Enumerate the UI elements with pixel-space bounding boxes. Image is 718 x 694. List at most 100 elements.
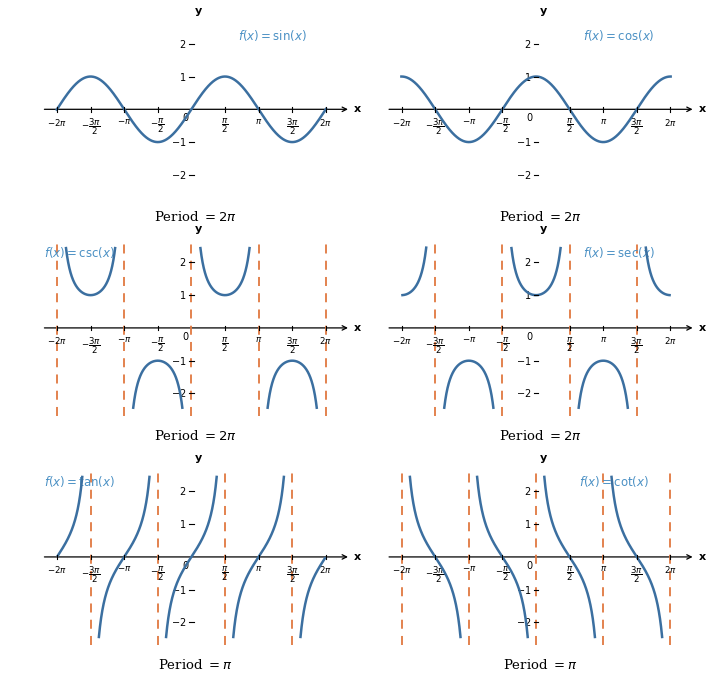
Text: $-2\pi$: $-2\pi$	[47, 117, 67, 128]
Text: $-1$: $-1$	[516, 355, 531, 366]
Text: $2$: $2$	[180, 485, 187, 498]
Text: $1$: $1$	[180, 289, 187, 301]
Text: $\mathbf{y}$: $\mathbf{y}$	[194, 453, 203, 465]
Text: $-\dfrac{3\pi}{2}$: $-\dfrac{3\pi}{2}$	[425, 117, 445, 137]
Text: $-2$: $-2$	[516, 387, 531, 400]
Text: $\pi$: $\pi$	[255, 117, 262, 126]
Text: $-\pi$: $-\pi$	[462, 564, 476, 573]
Text: $\mathbf{x}$: $\mathbf{x}$	[353, 552, 362, 562]
Text: $-2$: $-2$	[172, 169, 187, 181]
Text: $\dfrac{3\pi}{2}$: $\dfrac{3\pi}{2}$	[286, 564, 299, 585]
Text: $f(x) = \sec(x)$: $f(x) = \sec(x)$	[583, 246, 655, 260]
Text: $f(x) = \sin(x)$: $f(x) = \sin(x)$	[238, 28, 307, 44]
Text: Period $= \pi$: Period $= \pi$	[159, 658, 233, 672]
Text: $-\dfrac{3\pi}{2}$: $-\dfrac{3\pi}{2}$	[425, 335, 445, 356]
Text: $-2\pi$: $-2\pi$	[391, 564, 411, 575]
Text: $-1$: $-1$	[172, 584, 187, 595]
Text: $\mathbf{x}$: $\mathbf{x}$	[697, 323, 707, 333]
Text: $1$: $1$	[524, 71, 531, 83]
Text: $-\dfrac{\pi}{2}$: $-\dfrac{\pi}{2}$	[150, 335, 165, 354]
Text: $1$: $1$	[524, 518, 531, 530]
Text: $\dfrac{\pi}{2}$: $\dfrac{\pi}{2}$	[221, 564, 229, 583]
Text: $1$: $1$	[524, 289, 531, 301]
Text: $f(x) = \cot(x)$: $f(x) = \cot(x)$	[579, 475, 649, 489]
Text: Period $= 2\pi$: Period $= 2\pi$	[499, 429, 582, 443]
Text: 0: 0	[182, 113, 188, 124]
Text: $\dfrac{\pi}{2}$: $\dfrac{\pi}{2}$	[221, 117, 229, 135]
Text: $-2\pi$: $-2\pi$	[47, 335, 67, 346]
Text: $-\dfrac{\pi}{2}$: $-\dfrac{\pi}{2}$	[495, 335, 510, 354]
Text: $-1$: $-1$	[516, 136, 531, 148]
Text: 0: 0	[527, 332, 533, 342]
Text: $\mathbf{x}$: $\mathbf{x}$	[697, 104, 707, 115]
Text: $\dfrac{\pi}{2}$: $\dfrac{\pi}{2}$	[221, 335, 229, 354]
Text: $\mathbf{y}$: $\mathbf{y}$	[538, 453, 548, 465]
Text: $\dfrac{3\pi}{2}$: $\dfrac{3\pi}{2}$	[630, 335, 643, 356]
Text: $2$: $2$	[524, 37, 531, 50]
Text: $\dfrac{3\pi}{2}$: $\dfrac{3\pi}{2}$	[630, 117, 643, 137]
Text: $2$: $2$	[180, 37, 187, 50]
Text: $2\pi$: $2\pi$	[664, 117, 677, 128]
Text: $\dfrac{3\pi}{2}$: $\dfrac{3\pi}{2}$	[286, 335, 299, 356]
Text: $-\pi$: $-\pi$	[462, 335, 476, 344]
Text: $-\dfrac{\pi}{2}$: $-\dfrac{\pi}{2}$	[150, 117, 165, 135]
Text: Period $= 2\pi$: Period $= 2\pi$	[154, 210, 237, 224]
Text: 0: 0	[182, 561, 188, 571]
Text: $1$: $1$	[180, 71, 187, 83]
Text: $\mathbf{y}$: $\mathbf{y}$	[538, 224, 548, 236]
Text: $\pi$: $\pi$	[600, 564, 607, 573]
Text: $-2$: $-2$	[516, 169, 531, 181]
Text: $\mathbf{x}$: $\mathbf{x}$	[697, 552, 707, 562]
Text: $f(x) = \tan(x)$: $f(x) = \tan(x)$	[44, 475, 115, 489]
Text: $f(x) = \cos(x)$: $f(x) = \cos(x)$	[583, 28, 655, 44]
Text: $1$: $1$	[180, 518, 187, 530]
Text: $-\dfrac{3\pi}{2}$: $-\dfrac{3\pi}{2}$	[80, 335, 101, 356]
Text: $2\pi$: $2\pi$	[320, 335, 332, 346]
Text: $-\dfrac{\pi}{2}$: $-\dfrac{\pi}{2}$	[150, 564, 165, 583]
Text: $2\pi$: $2\pi$	[320, 564, 332, 575]
Text: $-1$: $-1$	[516, 584, 531, 595]
Text: $2\pi$: $2\pi$	[664, 335, 677, 346]
Text: $-2$: $-2$	[172, 387, 187, 400]
Text: Period $= \pi$: Period $= \pi$	[503, 658, 577, 672]
Text: $\mathbf{x}$: $\mathbf{x}$	[353, 323, 362, 333]
Text: $-\pi$: $-\pi$	[117, 564, 131, 573]
Text: $2$: $2$	[524, 256, 531, 269]
Text: $\mathbf{y}$: $\mathbf{y}$	[538, 6, 548, 17]
Text: $2$: $2$	[180, 256, 187, 269]
Text: $-\dfrac{3\pi}{2}$: $-\dfrac{3\pi}{2}$	[80, 564, 101, 585]
Text: $-2\pi$: $-2\pi$	[47, 564, 67, 575]
Text: $\mathbf{y}$: $\mathbf{y}$	[194, 6, 203, 17]
Text: $\dfrac{\pi}{2}$: $\dfrac{\pi}{2}$	[566, 335, 574, 354]
Text: $2\pi$: $2\pi$	[320, 117, 332, 128]
Text: $2\pi$: $2\pi$	[664, 564, 677, 575]
Text: 0: 0	[527, 561, 533, 571]
Text: $\pi$: $\pi$	[255, 564, 262, 573]
Text: $-2\pi$: $-2\pi$	[391, 117, 411, 128]
Text: $\dfrac{\pi}{2}$: $\dfrac{\pi}{2}$	[566, 564, 574, 583]
Text: $-1$: $-1$	[172, 136, 187, 148]
Text: $-\pi$: $-\pi$	[117, 335, 131, 344]
Text: 0: 0	[527, 113, 533, 124]
Text: $-\dfrac{3\pi}{2}$: $-\dfrac{3\pi}{2}$	[80, 117, 101, 137]
Text: $-2\pi$: $-2\pi$	[391, 335, 411, 346]
Text: $-\dfrac{\pi}{2}$: $-\dfrac{\pi}{2}$	[495, 117, 510, 135]
Text: $\pi$: $\pi$	[600, 117, 607, 126]
Text: $f(x) = \csc(x)$: $f(x) = \csc(x)$	[44, 246, 115, 260]
Text: $-\dfrac{\pi}{2}$: $-\dfrac{\pi}{2}$	[495, 564, 510, 583]
Text: Period $= 2\pi$: Period $= 2\pi$	[154, 429, 237, 443]
Text: $\pi$: $\pi$	[255, 335, 262, 344]
Text: 0: 0	[182, 332, 188, 342]
Text: $-\pi$: $-\pi$	[462, 117, 476, 126]
Text: $\dfrac{3\pi}{2}$: $\dfrac{3\pi}{2}$	[286, 117, 299, 137]
Text: $-1$: $-1$	[172, 355, 187, 366]
Text: $-2$: $-2$	[172, 616, 187, 629]
Text: $\dfrac{\pi}{2}$: $\dfrac{\pi}{2}$	[566, 117, 574, 135]
Text: $-\pi$: $-\pi$	[117, 117, 131, 126]
Text: $-2$: $-2$	[516, 616, 531, 629]
Text: $-\dfrac{3\pi}{2}$: $-\dfrac{3\pi}{2}$	[425, 564, 445, 585]
Text: $\mathbf{x}$: $\mathbf{x}$	[353, 104, 362, 115]
Text: $\dfrac{3\pi}{2}$: $\dfrac{3\pi}{2}$	[630, 564, 643, 585]
Text: $2$: $2$	[524, 485, 531, 498]
Text: Period $= 2\pi$: Period $= 2\pi$	[499, 210, 582, 224]
